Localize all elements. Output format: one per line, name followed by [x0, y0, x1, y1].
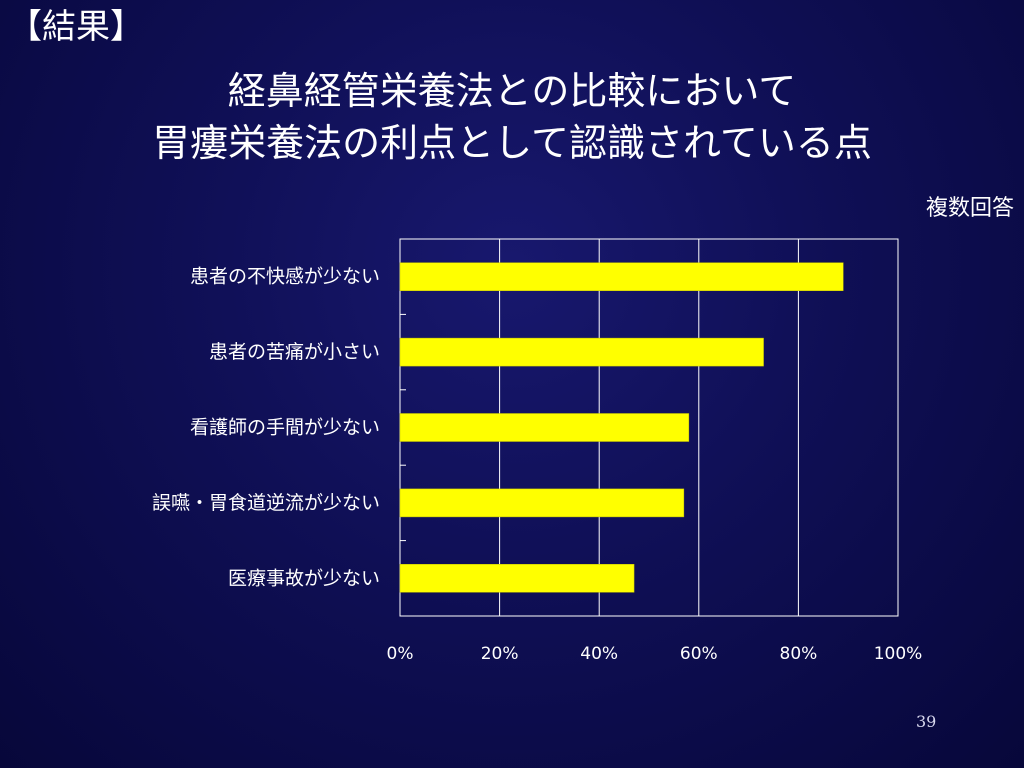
category-label: 誤嚥・胃食道逆流が少ない: [152, 492, 380, 514]
page-number: 39: [916, 712, 937, 731]
section-label: 【結果】: [8, 7, 144, 47]
category-label: 医療事故が少ない: [228, 567, 380, 589]
x-tick-label: 100%: [874, 644, 923, 664]
bar: [399, 413, 690, 442]
x-tick-label: 0%: [387, 644, 414, 664]
slide-title-line-2: 胃瘻栄養法の利点として認識されている点: [152, 121, 872, 165]
slide-title-line-1: 経鼻経管栄養法との比較において: [227, 69, 797, 113]
category-label: 患者の苦痛が小さい: [209, 341, 380, 363]
bar: [399, 262, 844, 291]
x-tick-label: 60%: [680, 644, 718, 664]
category-label: 看護師の手間が少ない: [190, 417, 380, 439]
bar: [399, 337, 764, 367]
category-label: 患者の不快感が少ない: [190, 266, 380, 288]
multiple-answers-note: 複数回答: [925, 196, 1014, 221]
x-tick-label: 40%: [580, 644, 618, 664]
x-tick-label: 80%: [780, 644, 818, 664]
x-tick-label: 20%: [481, 644, 519, 664]
bar: [399, 488, 685, 518]
bar: [399, 564, 635, 593]
